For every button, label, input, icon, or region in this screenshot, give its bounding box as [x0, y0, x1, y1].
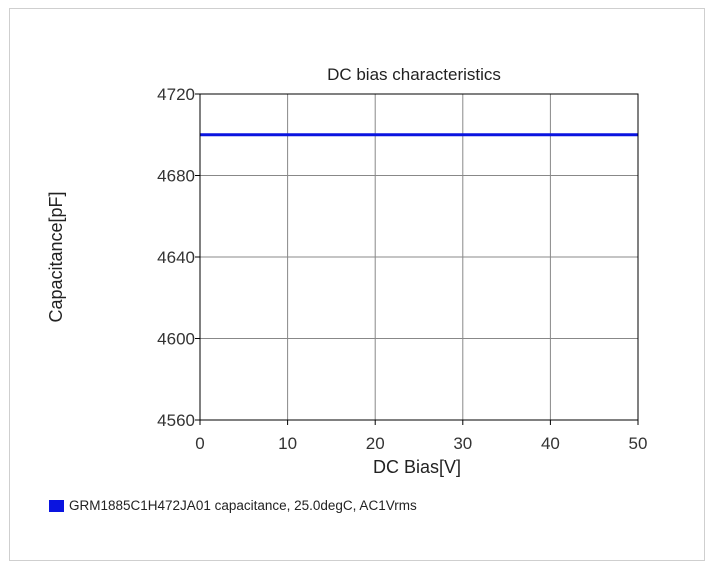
y-tick-label: 4720 [157, 85, 195, 104]
y-tick-label: 4560 [157, 411, 195, 430]
chart-title: DC bias characteristics [327, 65, 501, 84]
y-axis-title: Capacitance[pF] [46, 191, 66, 322]
legend: GRM1885C1H472JA01 capacitance, 25.0degC,… [49, 498, 417, 513]
grid [199, 93, 639, 421]
y-tick-label: 4600 [157, 330, 195, 349]
legend-swatch [49, 499, 64, 512]
x-tick-label: 50 [629, 434, 648, 453]
y-tick-label: 4680 [157, 167, 195, 186]
y-axis-ticks: 4560 4600 4640 4680 4720 [157, 85, 200, 430]
x-axis-ticks: 0 10 20 30 40 50 [195, 420, 647, 453]
x-tick-label: 0 [195, 434, 204, 453]
y-tick-label: 4640 [157, 248, 195, 267]
chart-frame [9, 8, 705, 561]
x-tick-label: 40 [541, 434, 560, 453]
x-axis-title: DC Bias[V] [373, 457, 461, 477]
legend-label: GRM1885C1H472JA01 capacitance, 25.0degC,… [69, 498, 417, 513]
x-tick-label: 20 [366, 434, 385, 453]
x-tick-label: 10 [278, 434, 297, 453]
x-tick-label: 30 [453, 434, 472, 453]
